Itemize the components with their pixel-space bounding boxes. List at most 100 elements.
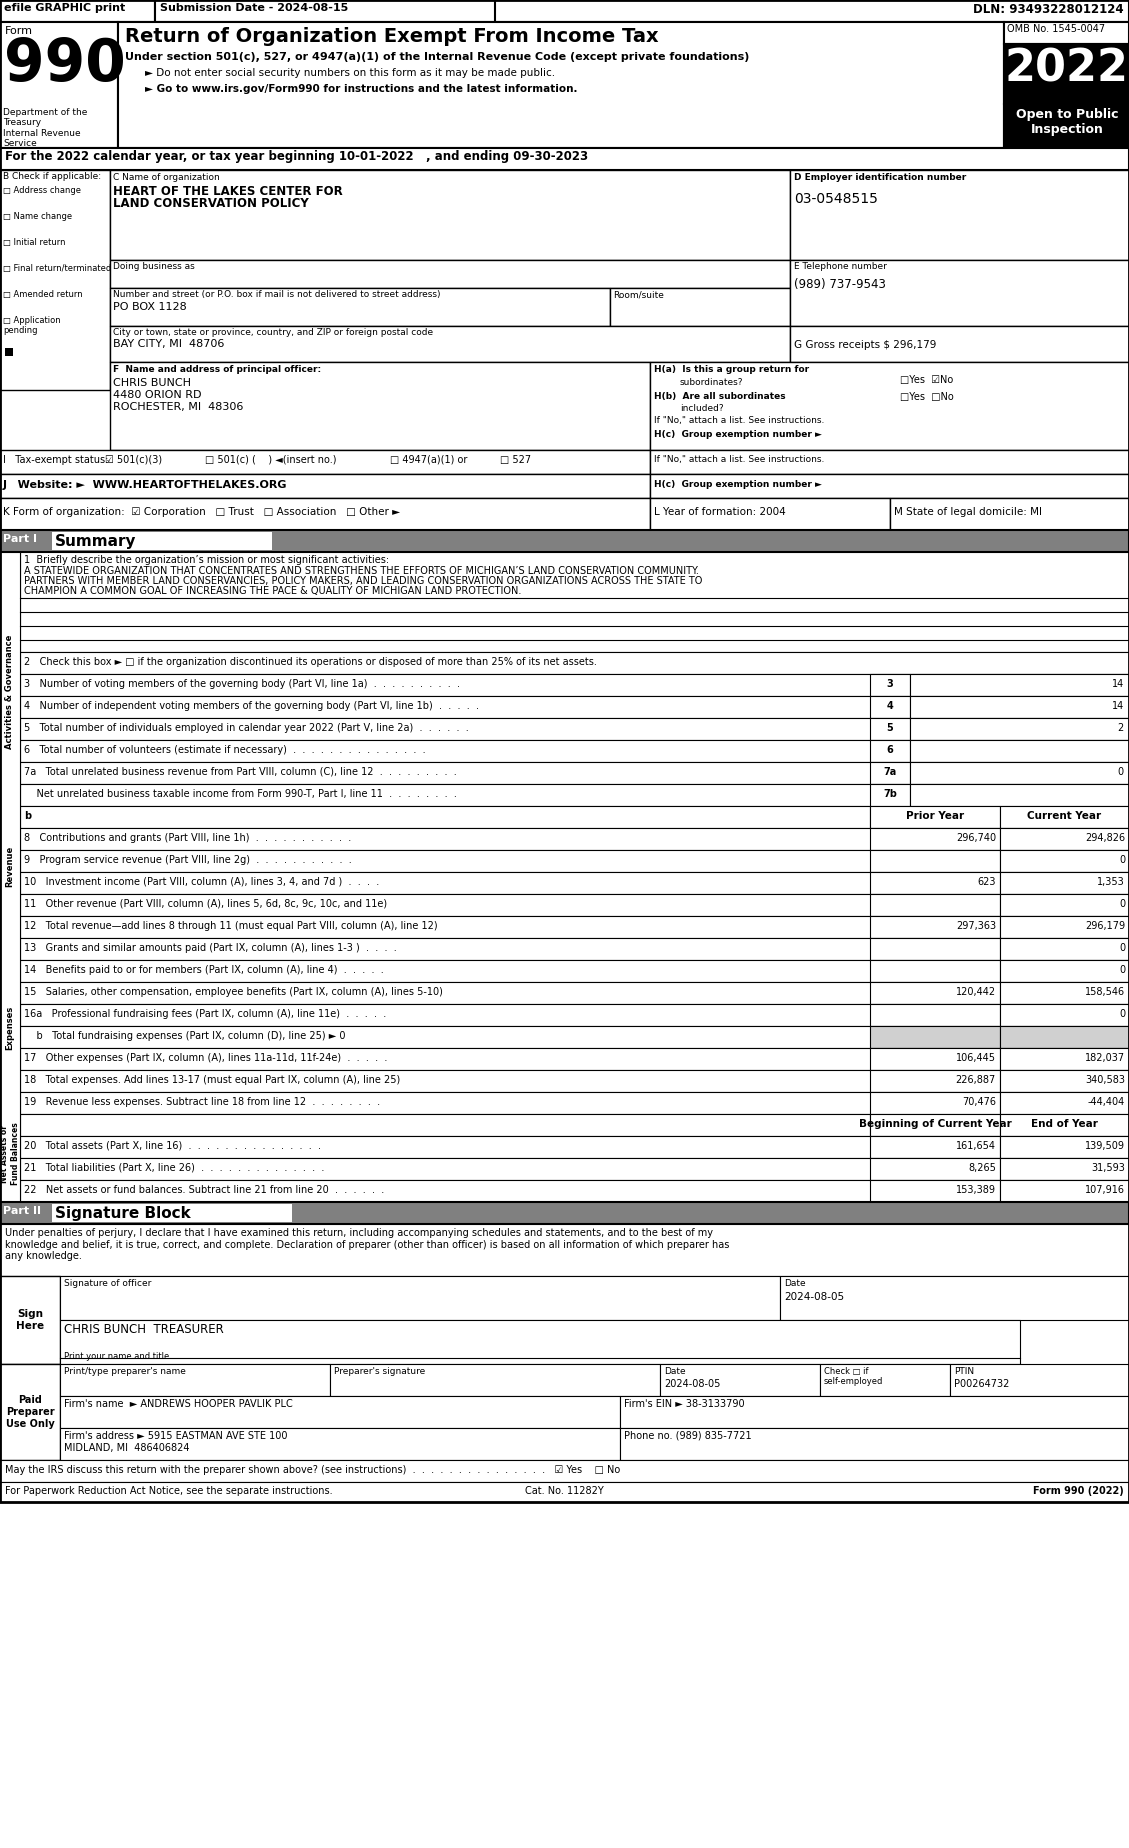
- Text: 296,179: 296,179: [1085, 920, 1124, 931]
- Text: B Check if applicable:: B Check if applicable:: [3, 172, 102, 181]
- Text: (989) 737-9543: (989) 737-9543: [794, 277, 886, 290]
- Text: M State of legal domicile: MI: M State of legal domicile: MI: [894, 506, 1042, 517]
- Bar: [110, 362, 650, 451]
- Text: 6   Total number of volunteers (estimate if necessary)  .  .  .  .  .  .  .  .  : 6 Total number of volunteers (estimate i…: [24, 745, 426, 756]
- Bar: [1004, 44, 1129, 103]
- Bar: [1000, 1048, 1129, 1070]
- Bar: [110, 325, 790, 362]
- Text: 17   Other expenses (Part IX, column (A), lines 11a-11d, 11f-24e)  .  .  .  .  .: 17 Other expenses (Part IX, column (A), …: [24, 1053, 387, 1063]
- Bar: [1000, 1137, 1129, 1159]
- Text: 9   Program service revenue (Part VIII, line 2g)  .  .  .  .  .  .  .  .  .  .  : 9 Program service revenue (Part VIII, li…: [24, 856, 352, 865]
- Bar: [20, 697, 1129, 719]
- Text: 7b: 7b: [883, 789, 896, 798]
- Bar: [650, 497, 890, 530]
- Bar: [1000, 917, 1129, 939]
- Text: 22   Net assets or fund balances. Subtract line 21 from line 20  .  .  .  .  .  : 22 Net assets or fund balances. Subtract…: [24, 1185, 384, 1196]
- Bar: [20, 850, 1129, 872]
- Text: 0: 0: [1119, 898, 1124, 909]
- Bar: [1000, 850, 1129, 872]
- Text: ROCHESTER, MI  48306: ROCHESTER, MI 48306: [113, 403, 244, 412]
- Text: □ 4947(a)(1) or: □ 4947(a)(1) or: [390, 455, 467, 466]
- Text: May the IRS discuss this return with the preparer shown above? (see instructions: May the IRS discuss this return with the…: [5, 1465, 620, 1475]
- Text: 106,445: 106,445: [956, 1053, 996, 1063]
- Bar: [60, 1319, 1019, 1364]
- Bar: [910, 697, 1129, 719]
- Text: 5: 5: [886, 723, 893, 734]
- Text: 161,654: 161,654: [956, 1140, 996, 1151]
- Text: 14: 14: [1112, 678, 1124, 689]
- Bar: [790, 261, 1129, 325]
- Text: 13   Grants and similar amounts paid (Part IX, column (A), lines 1-3 )  .  .  . : 13 Grants and similar amounts paid (Part…: [24, 942, 396, 954]
- Bar: [1000, 828, 1129, 850]
- Text: Department of the
Treasury
Internal Revenue
Service: Department of the Treasury Internal Reve…: [3, 107, 87, 148]
- Bar: [870, 981, 1000, 1003]
- Text: Firm's EIN ► 38-3133790: Firm's EIN ► 38-3133790: [624, 1399, 745, 1408]
- Bar: [20, 917, 1129, 939]
- Bar: [1000, 872, 1129, 894]
- Bar: [910, 719, 1129, 739]
- Text: ☑ 501(c)(3): ☑ 501(c)(3): [105, 455, 163, 466]
- Bar: [870, 784, 910, 806]
- Text: 4480 ORION RD: 4480 ORION RD: [113, 390, 201, 399]
- Text: Part II: Part II: [3, 1207, 41, 1216]
- Bar: [870, 1181, 1000, 1201]
- Bar: [20, 784, 1129, 806]
- Text: 623: 623: [978, 878, 996, 887]
- Bar: [20, 1092, 1129, 1114]
- Text: Net Assets or
Fund Balances: Net Assets or Fund Balances: [0, 1122, 19, 1185]
- Text: 19   Revenue less expenses. Subtract line 18 from line 12  .  .  .  .  .  .  .  : 19 Revenue less expenses. Subtract line …: [24, 1098, 380, 1107]
- Bar: [330, 1364, 660, 1395]
- Bar: [20, 806, 870, 828]
- Text: Check □ if
self-employed: Check □ if self-employed: [824, 1368, 883, 1386]
- Text: 139,509: 139,509: [1085, 1140, 1124, 1151]
- Text: 8,265: 8,265: [969, 1162, 996, 1173]
- Text: 16a   Professional fundraising fees (Part IX, column (A), line 11e)  .  .  .  . : 16a Professional fundraising fees (Part …: [24, 1009, 386, 1018]
- Text: Open to Public
Inspection: Open to Public Inspection: [1016, 107, 1118, 137]
- Bar: [1000, 1159, 1129, 1181]
- Text: BAY CITY, MI  48706: BAY CITY, MI 48706: [113, 338, 225, 349]
- Text: □Yes  □No: □Yes □No: [900, 392, 954, 403]
- Bar: [20, 1003, 1129, 1026]
- Text: Cat. No. 11282Y: Cat. No. 11282Y: [525, 1486, 603, 1497]
- Text: 4   Number of independent voting members of the governing body (Part VI, line 1b: 4 Number of independent voting members o…: [24, 700, 479, 711]
- Bar: [60, 1429, 620, 1460]
- Bar: [870, 939, 1000, 959]
- Text: Signature of officer: Signature of officer: [64, 1279, 151, 1288]
- Bar: [0, 497, 650, 530]
- Text: L Year of formation: 2004: L Year of formation: 2004: [654, 506, 786, 517]
- Text: Prior Year: Prior Year: [905, 811, 964, 821]
- Bar: [949, 1364, 1129, 1395]
- Text: If "No," attach a list. See instructions.: If "No," attach a list. See instructions…: [654, 455, 824, 464]
- Text: Net unrelated business taxable income from Form 990-T, Part I, line 11  .  .  . : Net unrelated business taxable income fr…: [24, 789, 457, 798]
- Text: 2024-08-05: 2024-08-05: [664, 1379, 720, 1390]
- Bar: [870, 828, 1000, 850]
- Text: 3: 3: [886, 678, 893, 689]
- Text: 182,037: 182,037: [1085, 1053, 1124, 1063]
- Bar: [0, 1223, 1129, 1275]
- Bar: [870, 894, 1000, 917]
- Bar: [20, 719, 1129, 739]
- Bar: [620, 1395, 1129, 1429]
- Text: 294,826: 294,826: [1085, 833, 1124, 843]
- Text: 15   Salaries, other compensation, employee benefits (Part IX, column (A), lines: 15 Salaries, other compensation, employe…: [24, 987, 443, 998]
- Bar: [870, 1159, 1000, 1181]
- Text: 70,476: 70,476: [962, 1098, 996, 1107]
- Bar: [0, 473, 650, 497]
- Bar: [910, 675, 1129, 697]
- Bar: [20, 1137, 1129, 1159]
- Text: H(a)  Is this a group return for: H(a) Is this a group return for: [654, 366, 809, 373]
- Bar: [0, 451, 650, 473]
- Text: b   Total fundraising expenses (Part IX, column (D), line 25) ► 0: b Total fundraising expenses (Part IX, c…: [24, 1031, 345, 1040]
- Text: □ 527: □ 527: [500, 455, 531, 466]
- Bar: [870, 1026, 1000, 1048]
- Text: PARTNERS WITH MEMBER LAND CONSERVANCIES, POLICY MAKERS, AND LEADING CONSERVATION: PARTNERS WITH MEMBER LAND CONSERVANCIES,…: [24, 577, 702, 586]
- Text: 8   Contributions and grants (Part VIII, line 1h)  .  .  .  .  .  .  .  .  .  . : 8 Contributions and grants (Part VIII, l…: [24, 833, 351, 843]
- Text: 120,442: 120,442: [956, 987, 996, 998]
- Bar: [910, 784, 1129, 806]
- Text: □ Final return/terminated: □ Final return/terminated: [3, 264, 112, 274]
- Bar: [910, 739, 1129, 761]
- Bar: [20, 828, 1129, 850]
- Text: □ Initial return: □ Initial return: [3, 238, 65, 248]
- Text: subordinates?: subordinates?: [680, 379, 744, 386]
- Text: Doing business as: Doing business as: [113, 262, 194, 272]
